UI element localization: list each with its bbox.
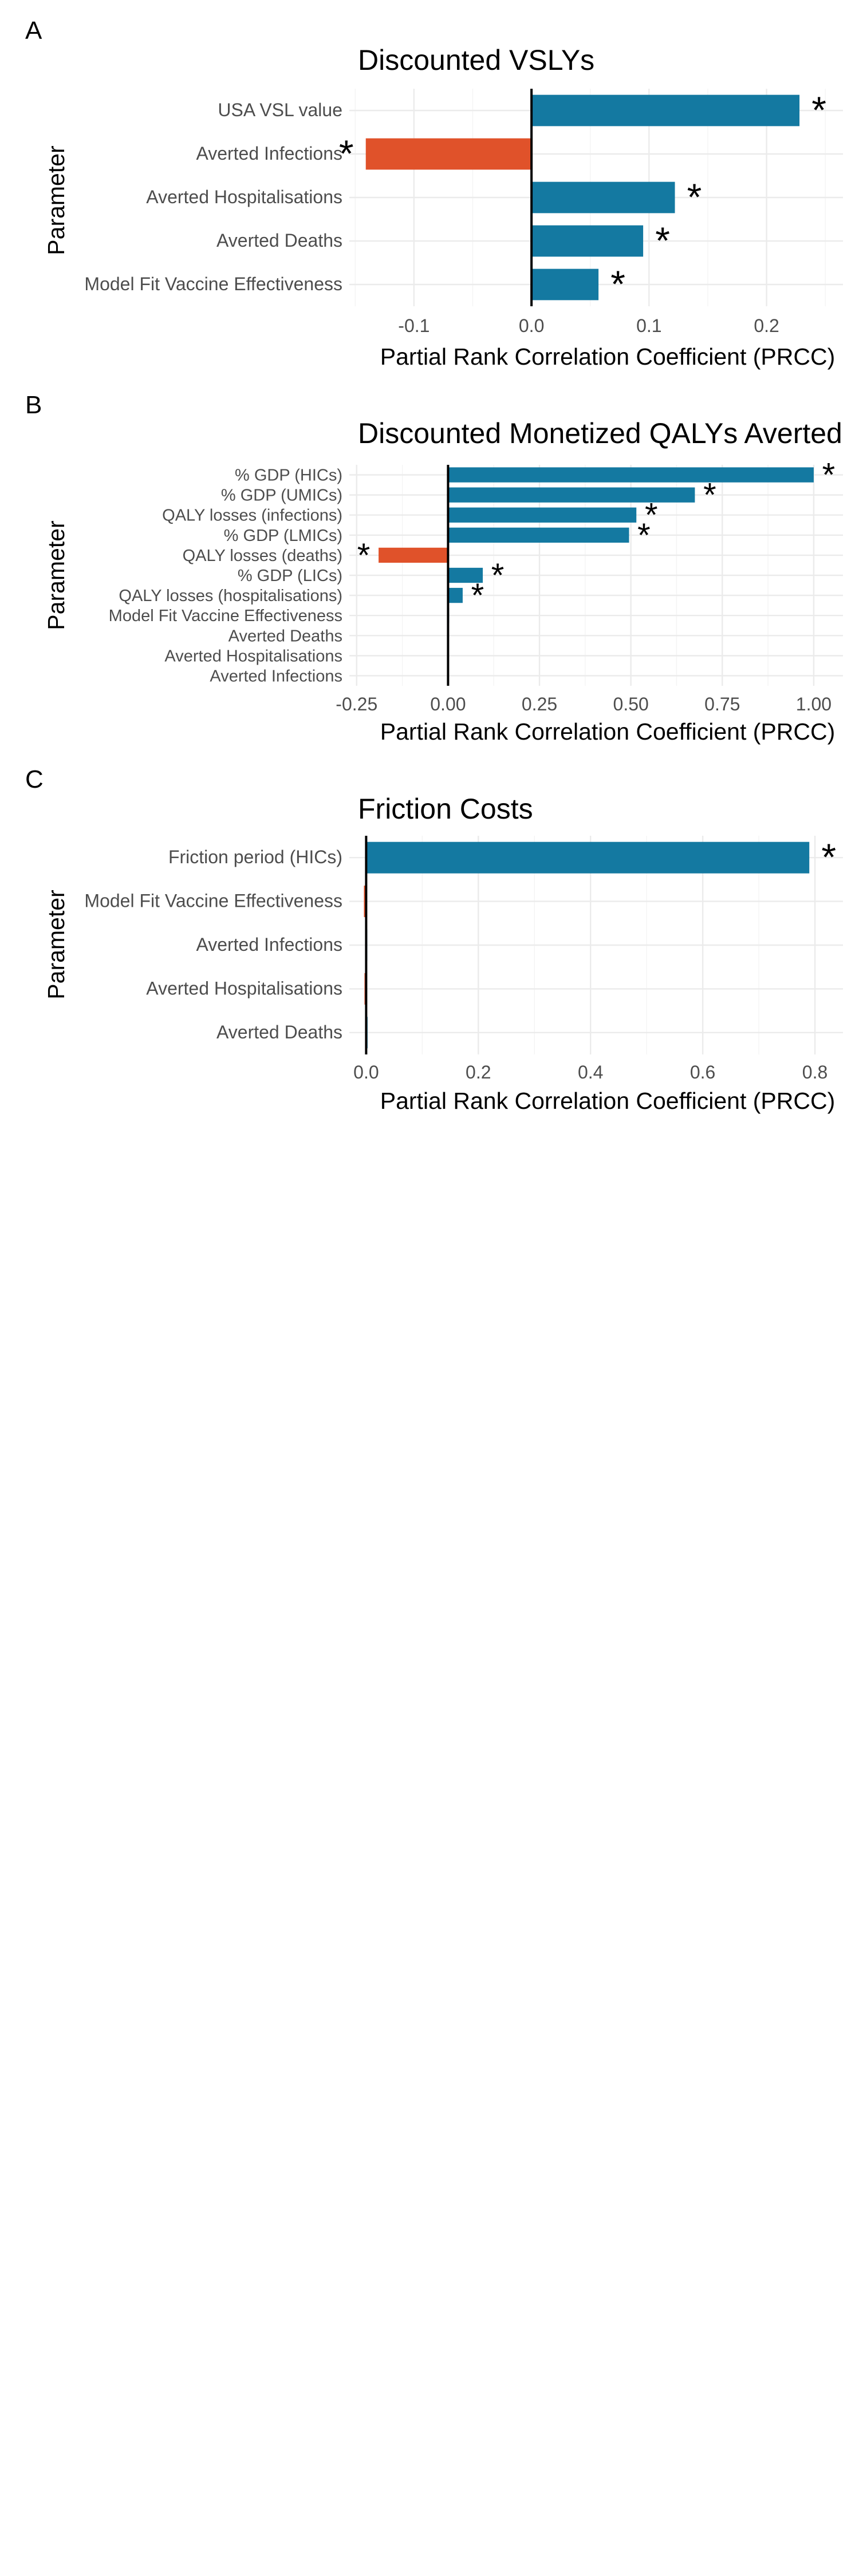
bar [365, 138, 532, 170]
x-tick-label: -0.25 [336, 694, 377, 714]
y-tick-label: Averted Hospitalisations [164, 647, 342, 665]
y-tick-label: Averted Hospitalisations [146, 187, 342, 207]
x-tick-label: 0.75 [704, 694, 740, 714]
significance-star: * [821, 836, 836, 878]
y-tick-label: Model Fit Vaccine Effectiveness [84, 274, 342, 294]
x-tick-label: 0.1 [636, 315, 661, 336]
bar [448, 527, 629, 543]
x-tick-label: 0.00 [430, 694, 466, 714]
y-tick-label: % GDP (LICs) [238, 567, 342, 585]
bar [531, 225, 644, 257]
y-axis-title: Parameter [43, 145, 69, 255]
bar [531, 181, 675, 214]
bar [448, 507, 637, 523]
x-tick-label: 0.0 [519, 315, 544, 336]
y-tick-label: Averted Deaths [228, 627, 342, 645]
y-tick-label: % GDP (UMICs) [221, 487, 342, 505]
y-tick-label: Averted Deaths [216, 1022, 342, 1042]
y-tick-label: Averted Infections [210, 667, 342, 685]
significance-star: * [811, 89, 826, 131]
y-tick-label: QALY losses (infections) [162, 507, 342, 525]
significance-star: * [357, 537, 371, 574]
significance-star: * [703, 477, 716, 514]
significance-star: * [610, 263, 625, 305]
panel-label: C [25, 765, 44, 793]
y-tick-label: Friction period (HICs) [168, 847, 342, 867]
significance-star: * [637, 517, 651, 554]
bar [448, 587, 463, 603]
y-tick-label: % GDP (HICs) [235, 467, 342, 485]
x-tick-label: 0.6 [690, 1062, 715, 1082]
panel-c: C Friction Costs 0.0 0.2 0.4 0.6 0.8 * Friction … [25, 765, 843, 1114]
y-tick-label: Averted Hospitalisations [146, 978, 342, 998]
bar [531, 268, 599, 301]
chart-title: Discounted Monetized QALYs Averted [358, 417, 842, 449]
x-axis-title: Partial Rank Correlation Coefficient (PR… [380, 718, 835, 745]
x-tick-label: 0.2 [754, 315, 779, 336]
bar [379, 547, 448, 563]
y-tick-label: QALY losses (hospitalisations) [119, 587, 342, 605]
y-tick-label: QALY losses (deaths) [183, 547, 342, 565]
significance-star: * [645, 497, 658, 534]
y-tick-label: Averted Deaths [216, 230, 342, 251]
x-tick-label: 0.4 [578, 1062, 603, 1082]
y-tick-label: Model Fit Vaccine Effectiveness [84, 891, 342, 911]
y-axis-title: Parameter [43, 520, 69, 630]
y-axis-title: Parameter [43, 890, 69, 999]
y-tick-label: % GDP (LMICs) [224, 527, 342, 545]
chart-title: Friction Costs [358, 793, 533, 825]
y-tick-label: USA VSL value [218, 100, 342, 120]
panel-b: B Discounted Monetized QALYs Averted -0.25… [25, 391, 843, 745]
significance-star: * [822, 457, 836, 494]
bar [448, 487, 695, 503]
panel-label: A [25, 17, 42, 45]
x-axis-title: Partial Rank Correlation Coefficient (PR… [380, 1088, 835, 1114]
significance-star: * [491, 557, 505, 594]
y-tick-label: Model Fit Vaccine Effectiveness [109, 607, 342, 625]
significance-star: * [339, 132, 354, 175]
bar [448, 567, 483, 583]
x-tick-label: 0.0 [353, 1062, 379, 1082]
bar [366, 841, 810, 874]
x-tick-label: 0.8 [802, 1062, 828, 1082]
x-axis-title: Partial Rank Correlation Coefficient (PR… [380, 343, 835, 370]
x-tick-label: -0.1 [398, 315, 430, 336]
x-tick-label: 0.2 [466, 1062, 491, 1082]
chart-title: Discounted VSLYs [358, 44, 594, 76]
bar [531, 94, 800, 127]
y-tick-label: Averted Infections [196, 934, 342, 955]
x-tick-label: 0.25 [522, 694, 557, 714]
significance-star: * [687, 176, 702, 218]
x-tick-label: 0.50 [613, 694, 649, 714]
panel-label: B [25, 391, 42, 419]
significance-star: * [471, 577, 484, 614]
panel-a: A Discounted VSLYs -0.1 0.0 0.1 0.2 * USA VSL v… [25, 17, 843, 370]
y-tick-label: Averted Infections [196, 143, 342, 164]
x-tick-label: 1.00 [796, 694, 832, 714]
significance-star: * [655, 219, 670, 262]
bar [448, 467, 814, 483]
